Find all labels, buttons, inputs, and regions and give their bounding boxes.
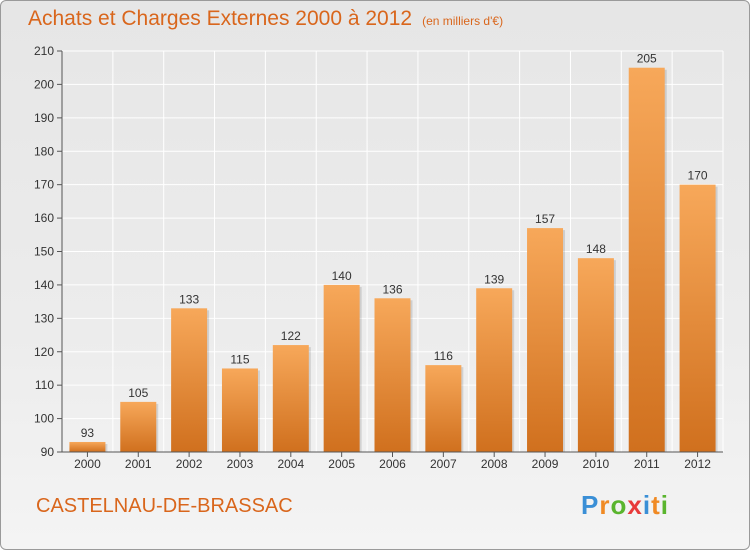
y-tick-label: 200 (34, 77, 54, 91)
y-tick-label: 150 (34, 245, 54, 259)
bar-value-label: 105 (128, 386, 148, 400)
x-tick-label: 2012 (684, 457, 711, 471)
bar (69, 441, 106, 452)
bar (679, 184, 716, 452)
bar-value-label: 205 (637, 52, 657, 66)
bar-value-label: 115 (230, 352, 249, 366)
axes: 90 100 110 120 130 140 150 160 170 180 190 200 210 20… (34, 44, 723, 471)
logo-letter: x (627, 490, 643, 520)
x-tick-label: 2007 (430, 457, 457, 471)
x-tick-label: 2004 (277, 457, 304, 471)
bar-value-label: 148 (586, 242, 606, 256)
chart-unit: (en milliers d'€) (422, 14, 504, 28)
bar-value-label: 140 (332, 269, 352, 283)
bar (577, 258, 614, 452)
bars: 93 105 133 115 122 140 136 116 139 157 148 205 170 (69, 52, 718, 452)
x-tick-label: 2010 (583, 457, 610, 471)
bar-value-label: 139 (484, 272, 504, 286)
x-tick-label: 2006 (379, 457, 406, 471)
x-tick-label: 2009 (532, 457, 559, 471)
logo-letter: t (651, 490, 661, 520)
y-tick-label: 210 (34, 44, 54, 58)
bar (272, 345, 309, 452)
x-tick-label: 2005 (328, 457, 355, 471)
bar-value-label: 157 (535, 212, 555, 226)
logo-letter: i (642, 490, 652, 520)
chart-title: Achats et Charges Externes 2000 à 2012 (e… (28, 7, 503, 31)
logo-letter: P (581, 490, 600, 520)
x-tick-label: 2011 (634, 457, 660, 471)
bar (425, 365, 462, 452)
bar (323, 284, 360, 452)
x-tick-label: 2003 (227, 457, 254, 471)
bar-value-label: 116 (434, 349, 453, 363)
y-tick-label: 90 (41, 445, 55, 459)
x-tick-label: 2000 (74, 457, 101, 471)
y-tick-label: 130 (34, 311, 54, 325)
y-tick-label: 160 (34, 211, 54, 225)
proxiti-logo: Proxiti (581, 490, 669, 521)
logo-letter: r (599, 490, 611, 520)
y-tick-label: 180 (34, 144, 54, 158)
bar-value-label: 133 (179, 292, 199, 306)
x-tick-label: 2001 (125, 457, 152, 471)
logo-letter: i (660, 490, 669, 520)
chart-title-text: Achats et Charges Externes 2000 à 2012 (28, 7, 413, 30)
bar (120, 401, 157, 452)
y-tick-label: 190 (34, 111, 54, 125)
x-tick-label: 2002 (176, 457, 203, 471)
y-tick-label: 170 (34, 178, 54, 192)
x-tick-label: 2008 (481, 457, 508, 471)
bar (527, 228, 564, 452)
bar (221, 368, 258, 452)
y-tick-label: 110 (35, 378, 54, 392)
logo-letter: o (610, 490, 628, 520)
bar (628, 67, 665, 452)
location-name: CASTELNAU-DE-BRASSAC (36, 495, 293, 517)
bar-value-label: 93 (81, 426, 95, 440)
bar-value-label: 136 (382, 282, 402, 296)
bar-value-label: 170 (688, 169, 708, 183)
bar-value-label: 122 (281, 329, 301, 343)
y-tick-label: 120 (34, 345, 54, 359)
bar (476, 288, 513, 452)
bar (171, 308, 208, 452)
y-tick-label: 140 (34, 278, 54, 292)
bar (374, 298, 411, 452)
y-tick-label: 100 (34, 412, 54, 426)
